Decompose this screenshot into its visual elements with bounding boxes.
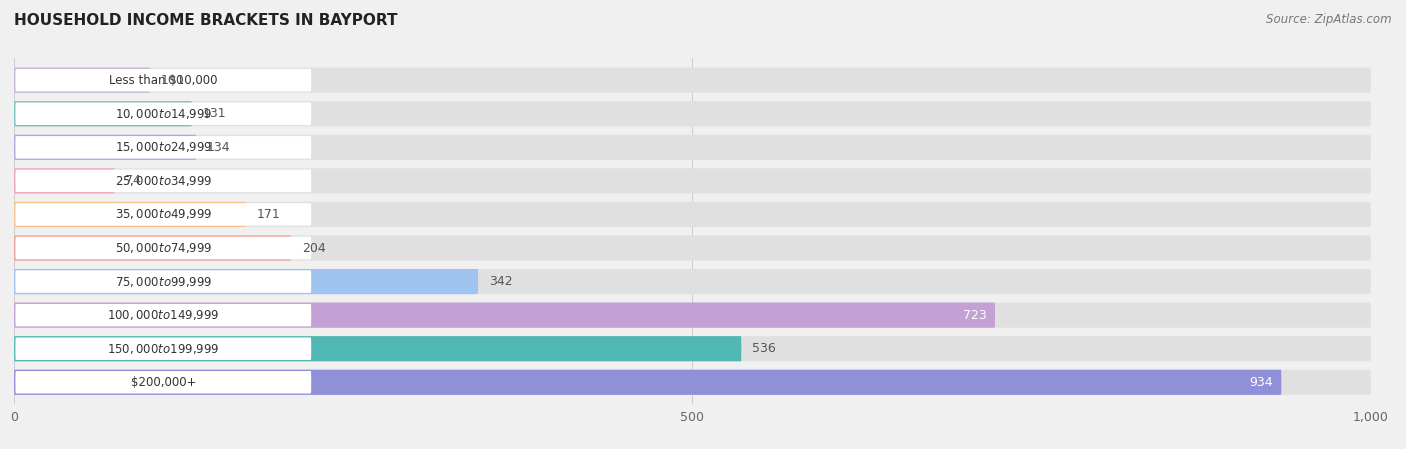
FancyBboxPatch shape — [14, 135, 195, 160]
FancyBboxPatch shape — [15, 102, 311, 125]
Text: 171: 171 — [257, 208, 281, 221]
Text: 100: 100 — [160, 74, 184, 87]
FancyBboxPatch shape — [14, 101, 1371, 126]
FancyBboxPatch shape — [15, 304, 311, 326]
Text: $25,000 to $34,999: $25,000 to $34,999 — [114, 174, 212, 188]
Text: $10,000 to $14,999: $10,000 to $14,999 — [114, 107, 212, 121]
FancyBboxPatch shape — [14, 202, 1371, 227]
FancyBboxPatch shape — [14, 370, 1371, 395]
Text: 342: 342 — [489, 275, 513, 288]
Text: HOUSEHOLD INCOME BRACKETS IN BAYPORT: HOUSEHOLD INCOME BRACKETS IN BAYPORT — [14, 13, 398, 28]
Text: 134: 134 — [207, 141, 231, 154]
Text: 934: 934 — [1250, 376, 1274, 389]
Text: $35,000 to $49,999: $35,000 to $49,999 — [114, 207, 212, 221]
FancyBboxPatch shape — [14, 370, 1281, 395]
FancyBboxPatch shape — [14, 135, 1371, 160]
FancyBboxPatch shape — [15, 170, 311, 192]
Text: 204: 204 — [302, 242, 325, 255]
Text: $150,000 to $199,999: $150,000 to $199,999 — [107, 342, 219, 356]
FancyBboxPatch shape — [14, 68, 150, 93]
FancyBboxPatch shape — [15, 338, 311, 360]
Text: Less than $10,000: Less than $10,000 — [110, 74, 218, 87]
FancyBboxPatch shape — [14, 101, 191, 126]
Text: 131: 131 — [202, 107, 226, 120]
FancyBboxPatch shape — [14, 168, 1371, 194]
FancyBboxPatch shape — [14, 269, 478, 294]
FancyBboxPatch shape — [15, 136, 311, 158]
FancyBboxPatch shape — [15, 203, 311, 226]
FancyBboxPatch shape — [14, 269, 1371, 294]
FancyBboxPatch shape — [15, 371, 311, 393]
FancyBboxPatch shape — [14, 202, 246, 227]
FancyBboxPatch shape — [14, 235, 1371, 260]
FancyBboxPatch shape — [14, 168, 114, 194]
FancyBboxPatch shape — [14, 303, 995, 328]
FancyBboxPatch shape — [14, 336, 741, 361]
FancyBboxPatch shape — [15, 237, 311, 259]
Text: $50,000 to $74,999: $50,000 to $74,999 — [114, 241, 212, 255]
Text: $100,000 to $149,999: $100,000 to $149,999 — [107, 308, 219, 322]
Text: $200,000+: $200,000+ — [131, 376, 195, 389]
FancyBboxPatch shape — [14, 235, 291, 260]
Text: $15,000 to $24,999: $15,000 to $24,999 — [114, 141, 212, 154]
FancyBboxPatch shape — [14, 303, 1371, 328]
Text: 74: 74 — [125, 174, 141, 187]
FancyBboxPatch shape — [14, 68, 1371, 93]
Text: 723: 723 — [963, 308, 987, 321]
Text: $75,000 to $99,999: $75,000 to $99,999 — [114, 275, 212, 289]
Text: 536: 536 — [752, 342, 776, 355]
FancyBboxPatch shape — [15, 69, 311, 92]
FancyBboxPatch shape — [15, 270, 311, 293]
Text: Source: ZipAtlas.com: Source: ZipAtlas.com — [1267, 13, 1392, 26]
FancyBboxPatch shape — [14, 336, 1371, 361]
